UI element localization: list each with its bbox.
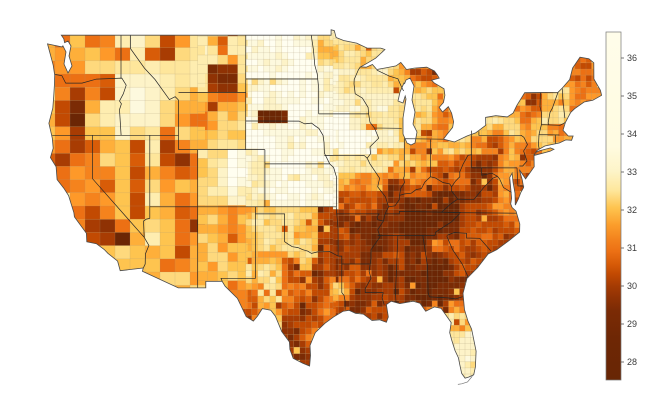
svg-text:35: 35 bbox=[627, 91, 637, 101]
svg-text:34: 34 bbox=[627, 129, 637, 139]
svg-text:29: 29 bbox=[627, 319, 637, 329]
svg-text:32: 32 bbox=[627, 205, 637, 215]
svg-text:36: 36 bbox=[627, 53, 637, 63]
svg-text:33: 33 bbox=[627, 167, 637, 177]
svg-text:30: 30 bbox=[627, 281, 637, 291]
svg-text:28: 28 bbox=[627, 357, 637, 367]
svg-text:31: 31 bbox=[627, 243, 637, 253]
